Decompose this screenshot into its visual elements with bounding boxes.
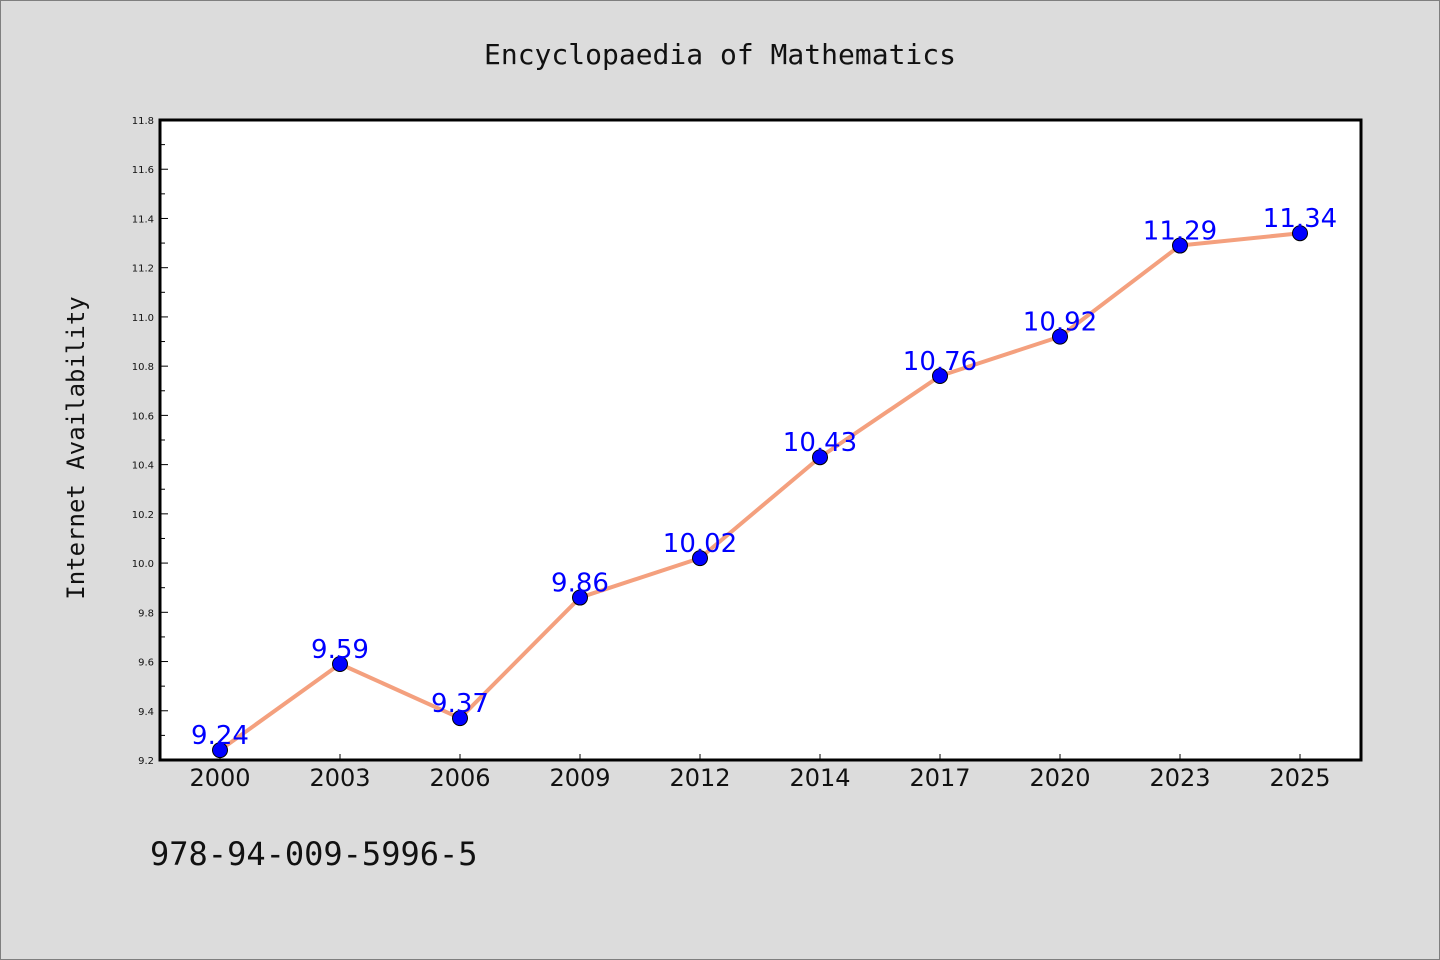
y-tick-label: 10.4 <box>132 461 154 472</box>
data-point <box>452 710 468 727</box>
data-point <box>332 656 348 672</box>
x-tick-label: 2020 <box>1029 764 1090 792</box>
data-point <box>812 449 828 466</box>
data-label: 11.34 <box>1263 204 1337 234</box>
x-tick-label: 2003 <box>309 764 370 792</box>
data-point <box>1052 328 1068 345</box>
y-tick-label: 9.2 <box>138 756 154 767</box>
y-tick-label: 10.2 <box>132 510 154 521</box>
y-tick-label: 11.6 <box>132 165 154 176</box>
x-tick-label: 2023 <box>1149 764 1210 792</box>
data-label: 10.02 <box>663 529 737 559</box>
series-group: 9.24 9.59 9.37 9.86 10.02 10.43 10.76 10.92 11.2… <box>191 204 1337 759</box>
y-tick-label: 10.6 <box>132 411 154 422</box>
x-tick-label: 2012 <box>669 764 730 792</box>
data-point <box>572 589 588 606</box>
y-axis-ticks: 9.2 9.4 9.6 9.8 10.0 10.2 10.4 10.6 10.8 11.0 11.2… <box>132 116 168 767</box>
x-tick-label: 2000 <box>189 764 250 792</box>
x-tick-label: 2017 <box>909 764 970 792</box>
y-tick-label: 11.4 <box>132 214 154 225</box>
series-line <box>218 231 1301 752</box>
y-tick-label: 9.6 <box>138 658 154 669</box>
y-tick-label: 10.8 <box>132 362 154 373</box>
y-tick-label: 11.0 <box>132 313 154 324</box>
x-tick-label: 2009 <box>549 764 610 792</box>
plot-area <box>158 118 1363 762</box>
data-label: 9.37 <box>431 689 489 719</box>
y-axis-label: Internet Availability <box>62 296 90 599</box>
data-label: 9.24 <box>191 721 249 751</box>
x-tick-label: 2014 <box>789 764 850 792</box>
data-point <box>212 742 228 759</box>
y-tick-label: 9.4 <box>138 707 154 718</box>
x-tick-label: 2006 <box>429 764 490 792</box>
data-label: 9.59 <box>311 635 369 665</box>
data-label: 11.29 <box>1143 217 1217 247</box>
data-label: 10.43 <box>783 428 857 458</box>
y-tick-label: 9.8 <box>138 608 154 619</box>
chart-title: Encyclopaedia of Mathematics <box>484 38 956 71</box>
y-tick-label: 10.0 <box>132 559 154 570</box>
y-tick-label: 11.8 <box>132 116 154 127</box>
y-tick-label: 11.2 <box>132 264 154 275</box>
isbn-footer: 978-94-009-5996-5 <box>150 835 478 873</box>
data-label: 10.76 <box>903 347 977 377</box>
data-label: 10.92 <box>1023 308 1097 338</box>
x-tick-label: 2025 <box>1269 764 1330 792</box>
data-point <box>692 550 708 567</box>
x-axis-ticks: 2000 2003 2006 2009 2012 2014 2017 2020 2023 2025 <box>189 754 1331 792</box>
data-point <box>1172 237 1188 254</box>
data-point <box>1292 225 1308 242</box>
data-point <box>932 368 948 384</box>
data-label: 9.86 <box>551 569 609 599</box>
